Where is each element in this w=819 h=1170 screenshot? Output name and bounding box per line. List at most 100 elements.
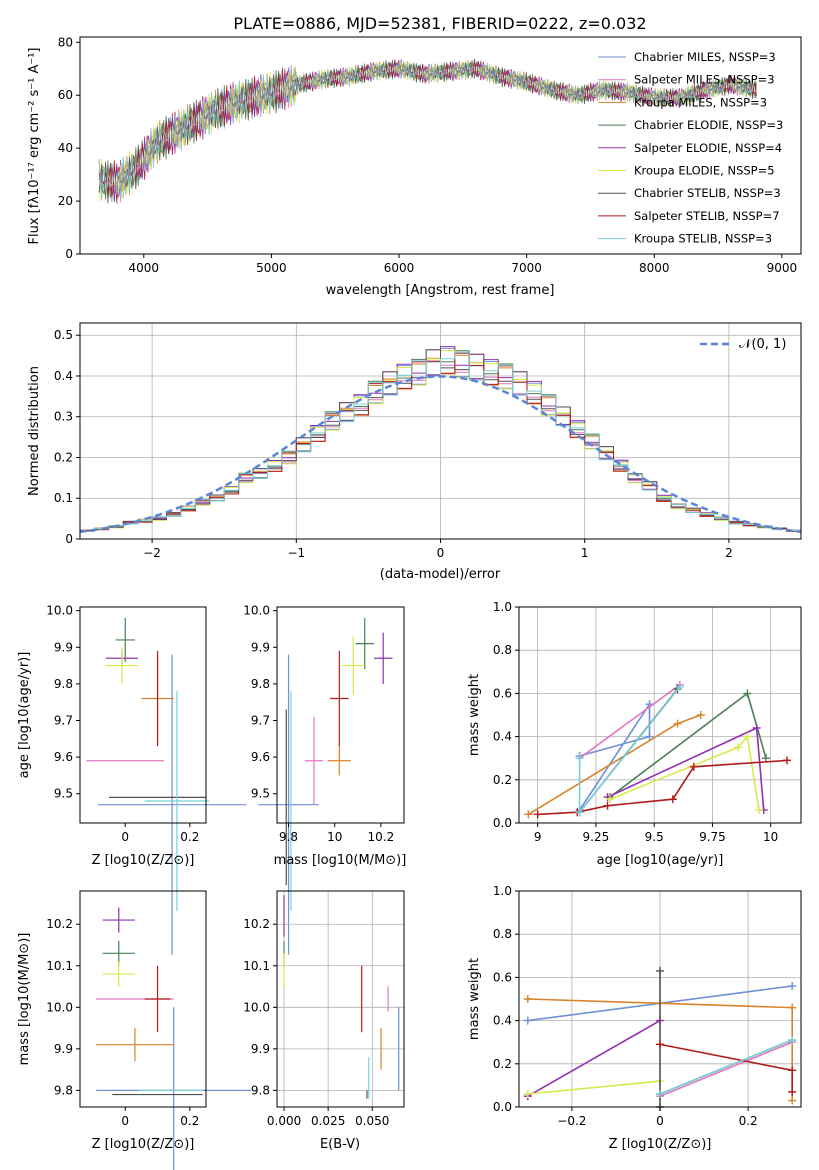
y-tick-label: 10.2 bbox=[46, 917, 73, 931]
y-tick-label: 10.0 bbox=[243, 1000, 270, 1014]
weight-line bbox=[659, 1039, 793, 1095]
x-tick-label: 0.000 bbox=[267, 1114, 301, 1128]
weight-marker bbox=[689, 762, 698, 771]
y-tick-label: 10.2 bbox=[243, 917, 270, 931]
x-tick-label: 8000 bbox=[639, 261, 670, 275]
weight-marker bbox=[743, 732, 752, 741]
age-vs-mass-ticks: 9.8 10 10.2 9.5 9.6 9.7 9.8 9.9 10.0 bbox=[243, 604, 394, 844]
spectrum-line bbox=[98, 60, 757, 202]
y-tick-label: 9.9 bbox=[251, 640, 270, 654]
residuals-ylabel: Normed distribution bbox=[27, 366, 42, 496]
y-tick-label: 40 bbox=[58, 141, 73, 155]
spectrum-frame bbox=[79, 36, 802, 255]
x-tick-label: −1 bbox=[287, 546, 305, 560]
y-tick-label: 9.6 bbox=[54, 750, 73, 764]
x-tick-label: 10 bbox=[327, 830, 342, 844]
x-tick-label: 0 bbox=[437, 546, 445, 560]
spectrum-ticks: 4000 5000 6000 7000 8000 9000 0 20 40 60 80 bbox=[58, 35, 797, 275]
y-tick-label: 0 bbox=[65, 247, 73, 261]
spectrum-ylabel: Flux [fλ10⁻¹⁷ erg cm⁻² s⁻¹ A⁻¹] bbox=[27, 48, 42, 245]
x-tick-label: 0.2 bbox=[180, 1114, 199, 1128]
weight-marker bbox=[788, 1003, 797, 1012]
weight-marker bbox=[675, 682, 684, 691]
x-tick-label: 2 bbox=[725, 546, 733, 560]
y-tick-label: 0.8 bbox=[493, 643, 512, 657]
x-tick-label: −2 bbox=[143, 546, 161, 560]
y-tick-label: 10.1 bbox=[243, 959, 270, 973]
y-tick-label: 80 bbox=[58, 35, 73, 49]
mass-weight-vs-Z-xlabel: Z [log10(Z/Z⊙)] bbox=[609, 1137, 712, 1152]
x-tick-label: 5000 bbox=[256, 261, 287, 275]
y-tick-label: 0.4 bbox=[493, 1014, 512, 1028]
age-vs-Z-ticks: 0 0.2 9.5 9.6 9.7 9.8 9.9 10.0 bbox=[46, 604, 199, 844]
weight-marker bbox=[668, 795, 677, 804]
panel-age-vs-mass: 9.8 10 10.2 9.5 9.6 9.7 9.8 9.9 10.0 mass [log10… bbox=[243, 604, 406, 955]
mass-vs-Z-frame bbox=[79, 890, 207, 1108]
weight-marker bbox=[696, 711, 705, 719]
y-tick-label: 9.6 bbox=[251, 750, 270, 764]
legend-label: Chabrier MILES, NSSP=3 bbox=[634, 50, 776, 64]
panel-age-vs-Z: 0 0.29.59.69.79.89.910.0 Z [log10(Z/Z⊙)] … bbox=[17, 604, 247, 955]
mass-vs-EBV-errorbars bbox=[283, 895, 400, 1099]
x-tick-label: 0 bbox=[121, 830, 129, 844]
spectrum-line bbox=[98, 60, 757, 200]
panel-mass-vs-EBV: 0.000 0.025 0.050 9.8 9.9 10.0 10.1 10.2 E(B-V) bbox=[243, 890, 405, 1152]
weight-marker bbox=[523, 1016, 532, 1025]
y-tick-label: 9.7 bbox=[54, 713, 73, 727]
mass-vs-Z-ylabel: mass [log10(M/M⊙)] bbox=[17, 933, 32, 1066]
legend-label: Kroupa ELODIE, NSSP=5 bbox=[634, 164, 775, 178]
y-tick-label: 9.8 bbox=[251, 1083, 270, 1097]
mass-weight-vs-age-ylabel: mass weight bbox=[467, 674, 482, 756]
legend-label: Salpeter STELIB, NSSP=7 bbox=[634, 209, 780, 223]
y-tick-label: 0.8 bbox=[493, 927, 512, 941]
x-tick-label: 9.5 bbox=[645, 830, 664, 844]
weight-marker bbox=[575, 754, 584, 763]
y-tick-label: 9.5 bbox=[54, 787, 73, 801]
x-tick-label: 1 bbox=[581, 546, 589, 560]
mass-vs-Z-ticks: 0 0.2 9.8 9.9 10.0 10.1 10.2 bbox=[46, 917, 199, 1128]
y-tick-label: 9.7 bbox=[251, 713, 270, 727]
x-tick-label: 4000 bbox=[129, 261, 160, 275]
weight-marker bbox=[603, 801, 612, 810]
y-tick-label: 0.4 bbox=[493, 730, 512, 744]
residuals-legend: 𝒩(0, 1) bbox=[700, 337, 786, 352]
weight-line bbox=[527, 1019, 661, 1097]
weight-line bbox=[527, 1080, 661, 1095]
weight-line bbox=[579, 684, 681, 759]
normal-curve bbox=[79, 375, 802, 534]
mass-vs-EBV-ticks: 0.000 0.025 0.050 9.8 9.9 10.0 10.1 10.2 bbox=[243, 917, 389, 1128]
y-tick-label: 1.0 bbox=[493, 600, 512, 614]
weight-marker bbox=[656, 1090, 664, 1099]
y-tick-label: 0.6 bbox=[493, 970, 512, 984]
y-tick-label: 0.2 bbox=[493, 773, 512, 787]
y-tick-label: 0.2 bbox=[493, 1057, 512, 1071]
y-tick-label: 9.9 bbox=[54, 1042, 73, 1056]
mass-weight-vs-age-grid bbox=[519, 606, 801, 824]
x-tick-label: 0.050 bbox=[355, 1114, 389, 1128]
weight-marker bbox=[755, 806, 764, 815]
y-tick-label: 1.0 bbox=[493, 884, 512, 898]
y-tick-label: 60 bbox=[58, 88, 73, 102]
x-tick-label: 10.2 bbox=[368, 830, 395, 844]
x-tick-label: 9.25 bbox=[583, 830, 610, 844]
weight-line bbox=[659, 1041, 793, 1097]
panel-residuals: −2 −1 0 1 2 0 0.1 0.2 0.3 0.4 0.5 𝒩(0, 1) (data-mo… bbox=[27, 322, 802, 582]
x-tick-label: 9.75 bbox=[699, 830, 726, 844]
y-tick-label: 10.0 bbox=[243, 604, 270, 618]
x-tick-label: −0.2 bbox=[557, 1114, 586, 1128]
y-tick-label: 0.6 bbox=[493, 686, 512, 700]
weight-marker bbox=[734, 743, 743, 752]
weight-line bbox=[578, 701, 651, 811]
weight-marker bbox=[533, 810, 542, 819]
weight-marker bbox=[752, 723, 761, 732]
panel-mass-weight-vs-Z: −0.2 0 0.2 0.0 0.2 0.4 0.6 0.8 1.0 Z [log10(Z/Z⊙… bbox=[467, 884, 802, 1152]
mass-weight-vs-age-xlabel: age [log10(age/yr)] bbox=[597, 853, 724, 868]
y-tick-label: 0.1 bbox=[54, 491, 73, 505]
mass-vs-EBV-grid bbox=[277, 891, 404, 1107]
weight-marker bbox=[788, 1036, 797, 1045]
spectrum-lines bbox=[98, 59, 757, 204]
mass-weight-vs-Z-ticks: −0.2 0 0.2 0.0 0.2 0.4 0.6 0.8 1.0 bbox=[493, 884, 758, 1128]
weight-marker bbox=[762, 754, 771, 763]
legend-label: Kroupa STELIB, NSSP=3 bbox=[634, 232, 772, 246]
x-tick-label: 0.2 bbox=[180, 830, 199, 844]
